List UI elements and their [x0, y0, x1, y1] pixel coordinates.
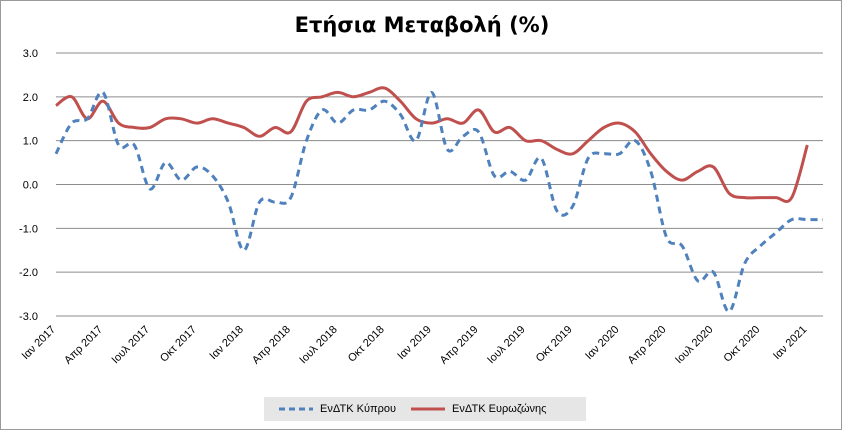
x-tick-label: Απρ 2017 — [62, 324, 105, 367]
legend: ΕνΔΤΚ Κύπρου ΕνΔΤΚ Ευρωζώνης — [264, 397, 586, 421]
x-tick-label: Οκτ 2019 — [534, 324, 575, 365]
x-tick-label: Οκτ 2017 — [158, 324, 199, 365]
legend-label-cyprus: ΕνΔΤΚ Κύπρου — [320, 403, 396, 415]
legend-item-eurozone: ΕνΔΤΚ Ευρωζώνης — [410, 403, 546, 415]
y-tick-label: -3.0 — [19, 311, 38, 323]
legend-item-cyprus: ΕνΔΤΚ Κύπρου — [278, 403, 396, 415]
x-tick-label: Απρ 2020 — [626, 324, 669, 367]
series-line-cyprus — [54, 90, 823, 314]
x-tick-label: Οκτ 2020 — [722, 324, 763, 365]
x-tick-label: Ιαν 2021 — [771, 324, 810, 363]
legend-swatch-eurozone — [411, 407, 445, 411]
y-tick-label: -2.0 — [19, 267, 38, 279]
x-tick-label: Ιουλ 2018 — [297, 324, 340, 367]
y-tick-label: -1.0 — [19, 223, 38, 235]
legend-swatch-cyprus — [279, 407, 313, 411]
x-tick-label: Ιαν 2017 — [20, 324, 59, 363]
x-tick-label: Ιαν 2020 — [583, 324, 622, 363]
x-tick-label: Απρ 2018 — [250, 324, 293, 367]
series-line-eurozone — [55, 86, 809, 203]
x-tick-label: Ιουλ 2019 — [485, 324, 528, 367]
x-tick-label: Ιαν 2018 — [207, 324, 246, 363]
y-tick-label: 0.0 — [23, 180, 38, 192]
x-tick-label: Ιαν 2019 — [395, 324, 434, 363]
legend-label-eurozone: ΕνΔΤΚ Ευρωζώνης — [452, 403, 547, 415]
y-tick-label: 3.0 — [23, 48, 38, 60]
y-tick-label: 1.0 — [23, 136, 38, 148]
x-tick-label: Ιουλ 2020 — [673, 324, 716, 367]
x-tick-label: Ιουλ 2017 — [109, 324, 152, 367]
x-tick-label: Απρ 2019 — [438, 324, 481, 367]
y-tick-label: 2.0 — [23, 92, 38, 104]
chart-title: Ετήσια Μεταβολή (%) — [294, 13, 550, 37]
x-tick-label: Οκτ 2018 — [346, 324, 387, 365]
